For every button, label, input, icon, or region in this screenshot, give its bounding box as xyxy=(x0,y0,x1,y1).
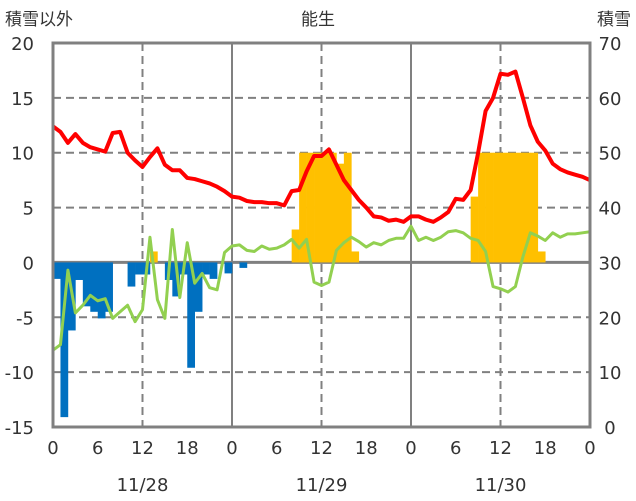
yellow_bars-bar xyxy=(299,152,307,263)
left-tick-label: -10 xyxy=(5,363,34,384)
plot-frame xyxy=(51,41,592,429)
x-tick-label: 6 xyxy=(450,438,461,459)
x-tick-label: 0 xyxy=(47,438,58,459)
blue_bars-bar xyxy=(209,262,218,279)
right-tick-label: 60 xyxy=(599,89,622,110)
yellow_bars-bar xyxy=(351,251,360,263)
yellow_bars-bar xyxy=(343,152,352,263)
yellow_bars-bar xyxy=(537,251,546,263)
yellow_bars-bar xyxy=(507,152,516,263)
blue_bars-bar xyxy=(105,262,113,312)
blue_bars-bar xyxy=(90,262,99,312)
yellow_bars-bar xyxy=(522,152,531,263)
chart-title: 能生 xyxy=(301,10,335,30)
yellow_bars-bar xyxy=(478,152,486,263)
x-tick-label: 18 xyxy=(355,438,378,459)
left-tick-label: 20 xyxy=(11,34,34,55)
blue_bars-bar xyxy=(82,262,91,307)
blue_bars-bar xyxy=(187,262,196,368)
right-tick-label: 40 xyxy=(599,199,622,220)
blue_bars-bar xyxy=(194,262,203,312)
left-tick-label: 10 xyxy=(11,144,34,165)
left-tick-label: -5 xyxy=(16,308,34,329)
blue_bars-bar xyxy=(97,262,106,319)
x-tick-label: 0 xyxy=(226,438,237,459)
blue_bars-bar xyxy=(202,262,210,275)
right-axis-label: 積雪 xyxy=(597,10,631,30)
left-tick-label: 5 xyxy=(23,199,34,220)
yellow_bars-bar xyxy=(493,152,501,263)
left-tick-label: 0 xyxy=(23,253,34,274)
yellow_bars-bar xyxy=(149,251,158,263)
x-tick-label: 18 xyxy=(534,438,557,459)
x-tick-label: 6 xyxy=(271,438,282,459)
x-tick-label: 6 xyxy=(92,438,103,459)
yellow_bars-bar xyxy=(470,196,479,263)
right-tick-label: 0 xyxy=(604,418,615,439)
right-tick-label: 50 xyxy=(599,144,622,165)
right-tick-label: 10 xyxy=(599,363,622,384)
x-tick-label: 18 xyxy=(176,438,199,459)
blue_bars-bar xyxy=(53,262,61,279)
x-tick-label: 12 xyxy=(310,438,333,459)
yellow_bars-bar xyxy=(314,152,322,263)
right-tick-label: 30 xyxy=(599,253,622,274)
plot-border xyxy=(51,41,592,429)
bars xyxy=(53,152,546,418)
left-tick-label: 15 xyxy=(11,89,34,110)
yellow_bars-bar xyxy=(321,152,330,263)
yellow_bars-bar xyxy=(500,152,509,263)
blue_bars-bar xyxy=(75,262,84,280)
right-tick-label: 20 xyxy=(599,308,622,329)
yellow_bars-bar xyxy=(306,152,315,263)
date-label: 11/29 xyxy=(296,475,348,496)
left-tick-label: -15 xyxy=(5,418,34,439)
yellow_bars-bar xyxy=(530,152,539,263)
red_line xyxy=(51,69,591,224)
left-axis-label: 積雪以外 xyxy=(5,10,73,30)
x-tick-label: 12 xyxy=(131,438,154,459)
right-tick-label: 70 xyxy=(599,34,622,55)
date-label: 11/28 xyxy=(117,475,169,496)
green_line xyxy=(52,224,591,352)
x-tick-label: 0 xyxy=(405,438,416,459)
blue_bars-bar xyxy=(239,262,248,268)
yellow_bars-bar xyxy=(515,152,524,263)
blue_bars-bar xyxy=(127,262,136,287)
x-tick-label: 0 xyxy=(584,438,595,459)
yellow_bars-bar xyxy=(485,152,494,263)
blue_bars-bar xyxy=(172,262,181,297)
blue_bars-bar xyxy=(224,262,233,274)
x-tick-label: 12 xyxy=(489,438,512,459)
date-label: 11/30 xyxy=(475,475,527,496)
yellow_bars-bar xyxy=(336,163,345,263)
yellow_bars-bar xyxy=(328,152,337,263)
blue_bars-bar xyxy=(135,262,143,275)
blue_bars-bar xyxy=(60,262,69,418)
